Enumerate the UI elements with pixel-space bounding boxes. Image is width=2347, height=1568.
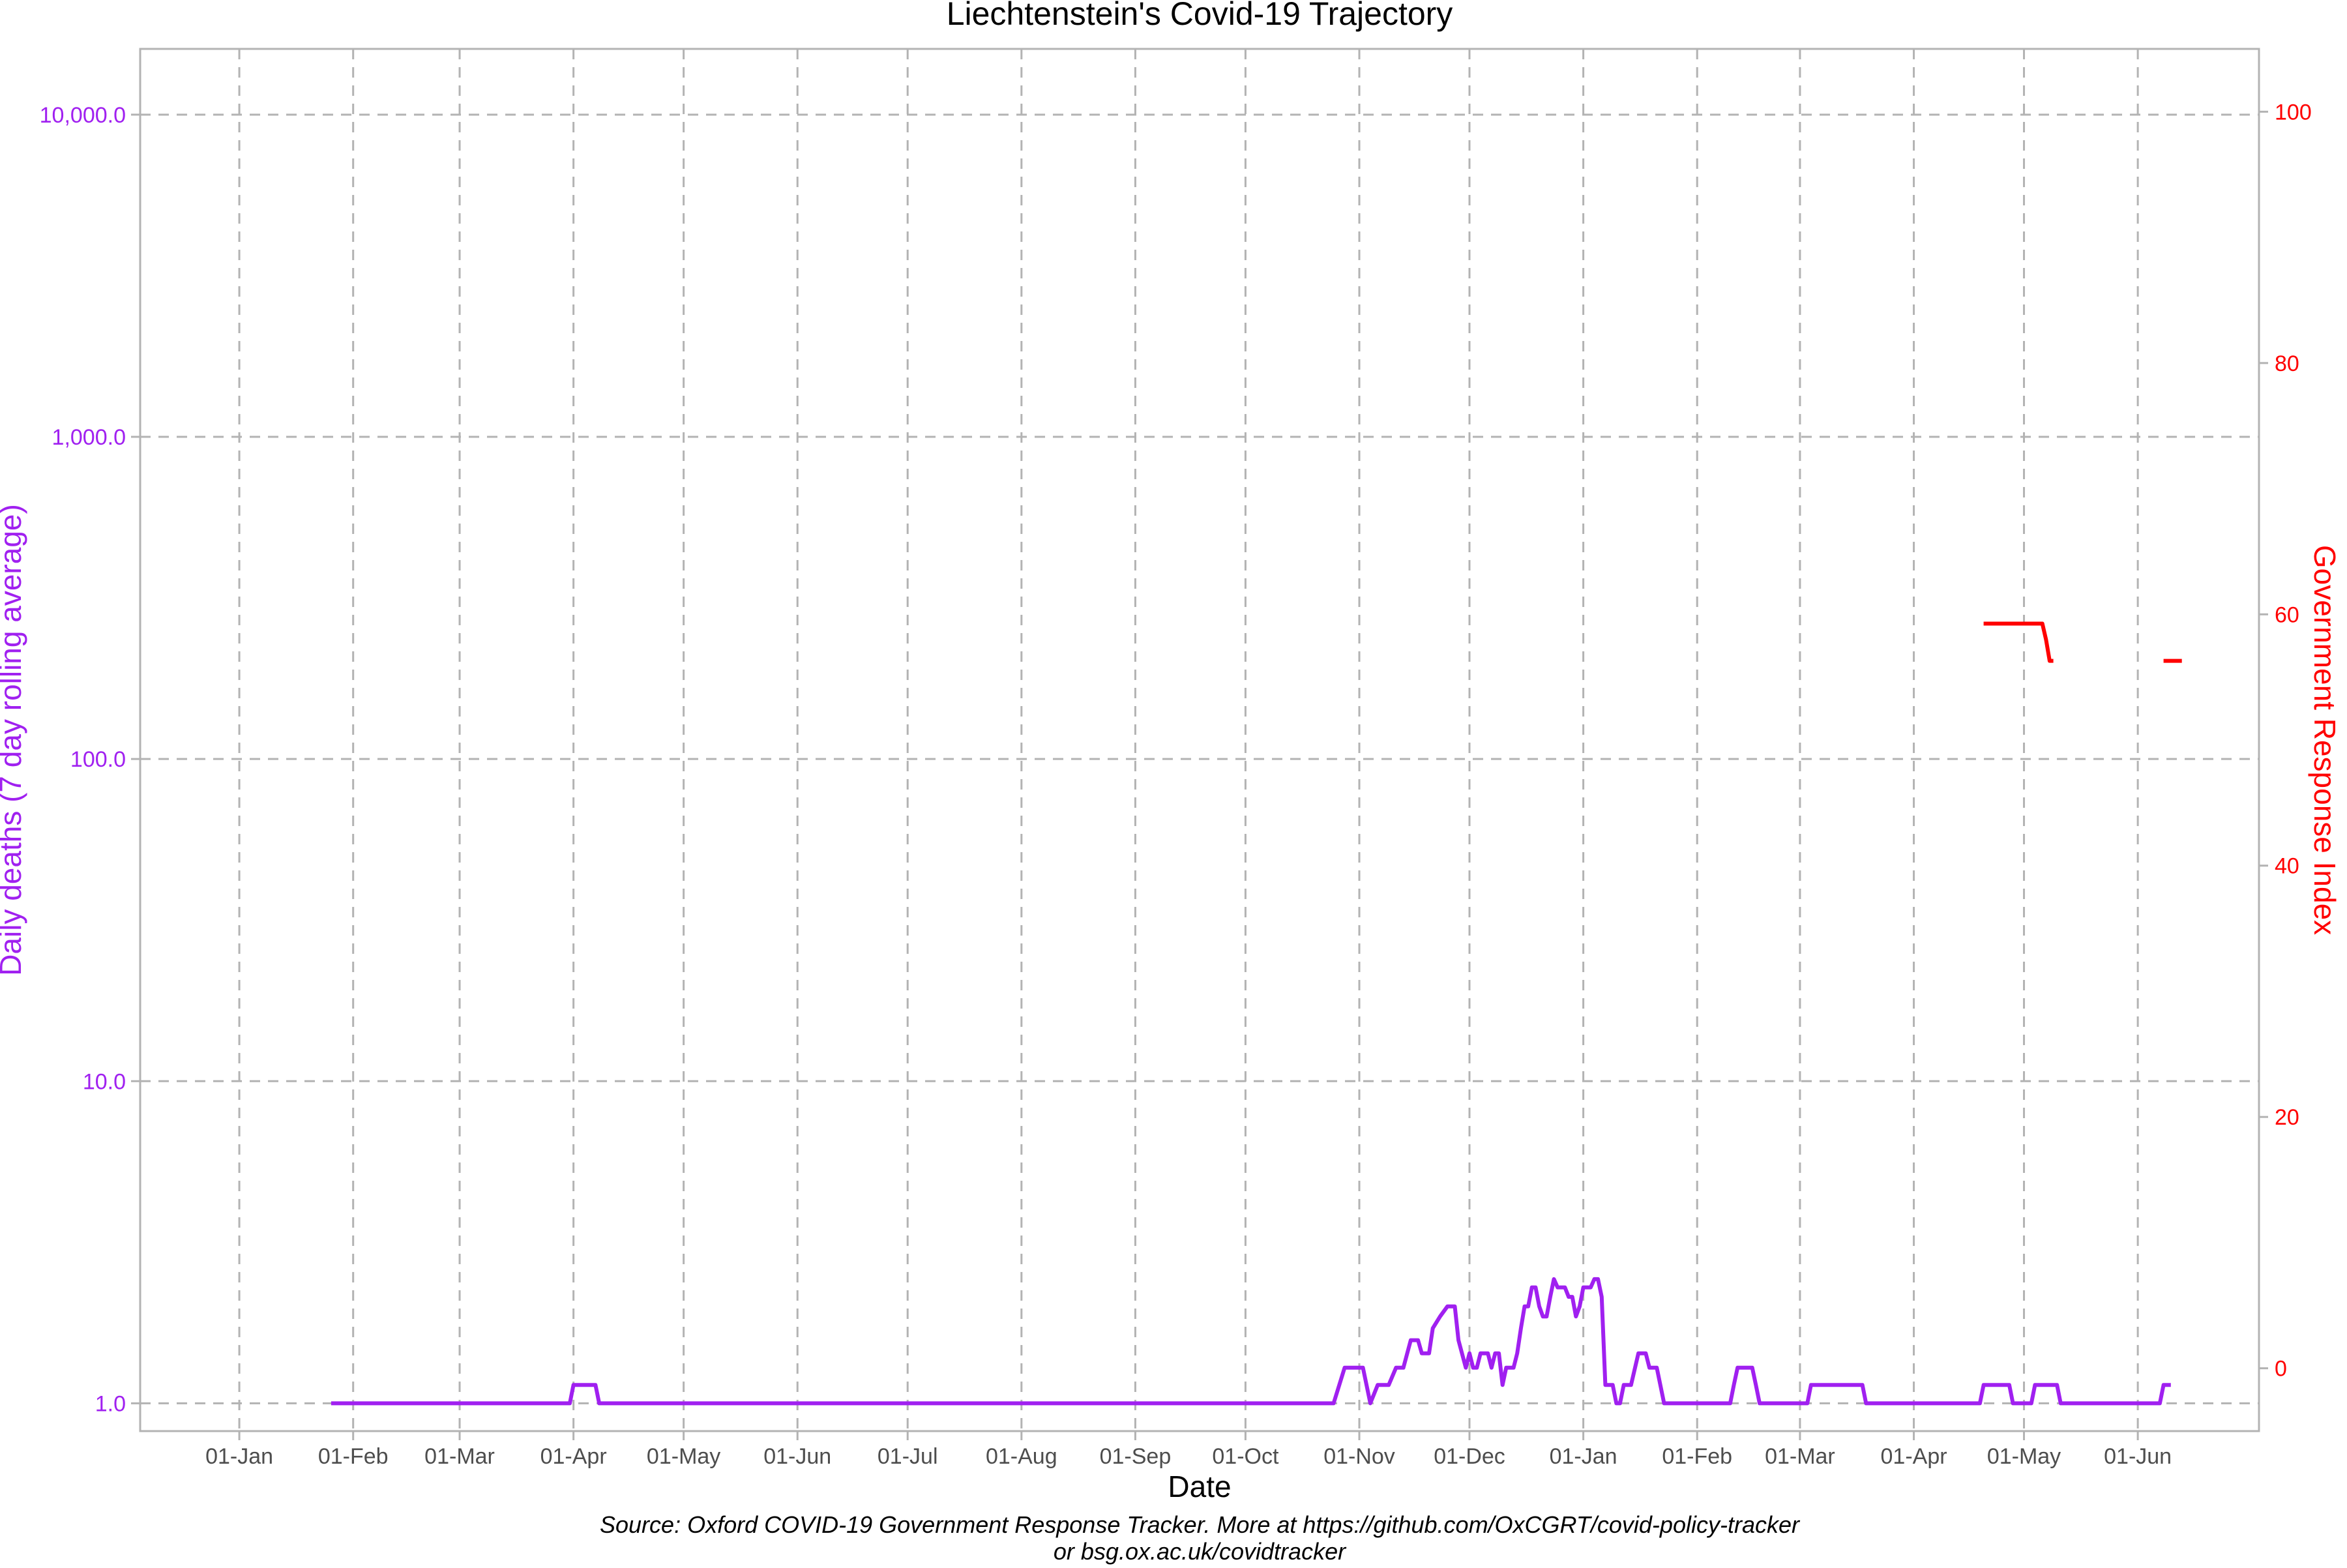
x-tick-label: 01-Feb [318, 1444, 389, 1469]
y-right-tick-label: 40 [2275, 854, 2299, 879]
y-left-axis-title: Daily deaths (7 day rolling average) [0, 504, 27, 976]
x-tick-label: 01-Jun [763, 1444, 831, 1469]
source-caption-line2: or bsg.ox.ac.uk/covidtracker [1054, 1538, 1347, 1565]
x-tick-label: 01-May [1987, 1444, 2061, 1469]
x-tick-label: 01-Jun [2104, 1444, 2172, 1469]
y-left-tick-label: 10,000.0 [40, 103, 126, 128]
source-caption-line1: Source: Oxford COVID-19 Government Respo… [600, 1511, 1801, 1538]
y-right-tick-label: 80 [2275, 351, 2299, 376]
x-tick-label: 01-Jul [878, 1444, 938, 1469]
x-tick-label: 01-Jan [205, 1444, 273, 1469]
y-right-tick-label: 20 [2275, 1105, 2299, 1130]
axis-layer: 01-Jan 01-Feb 01-Mar 01-Apr 01-May 01-Jun 01-J… [40, 100, 2312, 1469]
x-tick-label: 01-Apr [1881, 1444, 1947, 1469]
y-left-tick-label: 1,000.0 [52, 425, 126, 450]
y-right-axis-title: Government Response Index [2308, 545, 2342, 935]
x-tick-label: 01-Feb [1662, 1444, 1732, 1469]
x-tick-label: 01-Mar [1765, 1444, 1835, 1469]
y-right-tick-label: 60 [2275, 602, 2299, 627]
chart-title: Liechtenstein's Covid-19 Trajectory [947, 0, 1453, 32]
x-tick-label: 01-Aug [986, 1444, 1057, 1469]
x-axis-title: Date [1168, 1470, 1231, 1503]
series-line-response-index [1983, 621, 2054, 663]
y-left-tick-label: 10.0 [83, 1069, 126, 1094]
y-right-tick-label: 100 [2275, 100, 2312, 125]
x-tick-label: 01-Nov [1323, 1444, 1395, 1469]
x-tick-label: 01-Dec [1434, 1444, 1505, 1469]
y-right-tick-label: 0 [2275, 1357, 2287, 1382]
x-tick-label: 01-Apr [540, 1444, 607, 1469]
y-left-tick-label: 1.0 [95, 1391, 126, 1416]
series-line-deaths [331, 1277, 2171, 1406]
x-tick-label: 01-May [647, 1444, 720, 1469]
x-tick-label: 01-Mar [424, 1444, 495, 1469]
grid-layer [140, 49, 2259, 1431]
x-tick-label: 01-Sep [1100, 1444, 1172, 1469]
y-left-tick-label: 100.0 [70, 747, 126, 772]
series-layer [331, 621, 2182, 1406]
plot-frame [139, 48, 2260, 1432]
x-tick-label: 01-Oct [1212, 1444, 1279, 1469]
x-tick-label: 01-Jan [1550, 1444, 1617, 1469]
